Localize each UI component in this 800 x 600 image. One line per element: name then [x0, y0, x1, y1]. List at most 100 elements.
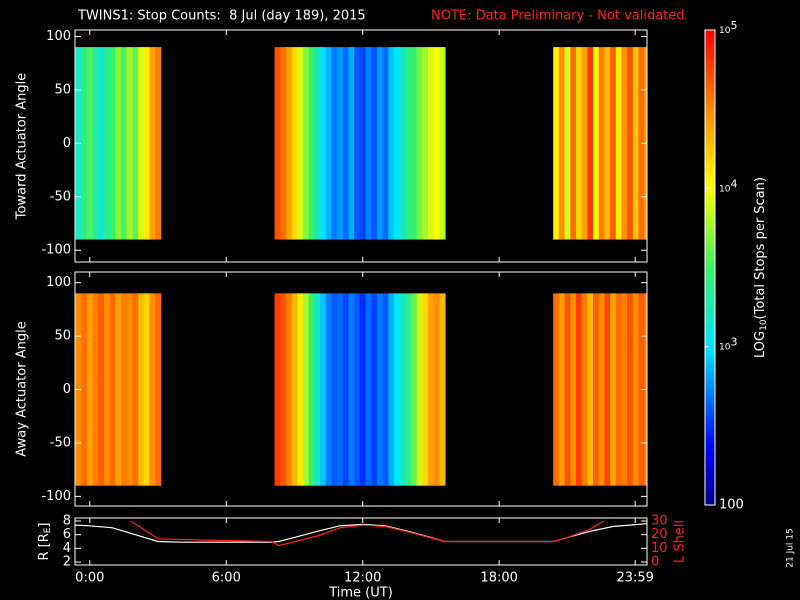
heatmap-cell [126, 47, 133, 240]
x-axis-title: Time (UT) [328, 586, 393, 600]
y-tick-label: 6 [63, 527, 71, 542]
heatmap-cell [297, 47, 304, 240]
heatmap-cell [632, 293, 639, 486]
colorbar-tick-base: 10 [719, 26, 731, 36]
panel-frame [74, 517, 648, 566]
y-tick-label: 4 [63, 541, 71, 556]
heatmap-cell [280, 47, 287, 240]
heatmap-cell [371, 47, 378, 240]
x-tick-label: 0:00 [75, 571, 104, 586]
heatmap-cell [621, 293, 628, 486]
heatmap-cell [604, 293, 611, 486]
heatmap-cell [422, 47, 429, 240]
heatmap-cell [598, 293, 605, 486]
heatmap-cell [121, 47, 128, 240]
heatmap-cell [558, 293, 565, 486]
heatmap-cell [388, 293, 395, 486]
heatmap-cell [416, 293, 423, 486]
colorbar-title-part: (Total Stops per Scan) [753, 177, 768, 319]
heatmap-cell [604, 47, 611, 240]
heatmap-cell [132, 293, 139, 486]
heatmap-cell [81, 47, 88, 240]
heatmap-cell [303, 293, 310, 486]
heatmap-cell [376, 293, 384, 486]
heatmap-cell [143, 293, 150, 486]
heatmap-cell [354, 47, 361, 240]
heatmap-cell [285, 293, 293, 486]
heatmap-cell [399, 293, 406, 486]
colorbar-tick-label: 103 [719, 336, 737, 353]
heatmap-cell [422, 293, 429, 486]
heatmap-cell [382, 293, 389, 486]
heatmap-cell [371, 293, 378, 486]
colorbar-title-part: 10 [759, 319, 769, 331]
y-tick-label: -100 [41, 489, 71, 504]
colorbar-tick-base: 10 [719, 342, 731, 352]
heatmap-cell [564, 293, 571, 486]
heatmap-cell [337, 293, 344, 486]
heatmap-cell [365, 293, 372, 486]
x-tick-label: 18:00 [480, 571, 517, 586]
y-tick-label: 0 [63, 136, 71, 151]
heatmap-cell [592, 293, 600, 486]
heatmap-cell [81, 293, 88, 486]
heatmap-cell [399, 47, 406, 240]
heatmap-cell [393, 47, 401, 240]
plot-area [75, 520, 647, 547]
heatmap-cell [621, 47, 628, 240]
heatmap-cell [92, 293, 99, 486]
heatmap-cell [138, 47, 145, 240]
panel-frame [74, 29, 648, 263]
heatmap-cell [405, 47, 412, 240]
heatmap-cell [405, 293, 412, 486]
heatmap-cell [354, 293, 361, 486]
heatmap-cell [564, 47, 571, 240]
heatmap-cell [331, 47, 338, 240]
heatmap-cell [337, 47, 344, 240]
heatmap-cell [291, 47, 298, 240]
x-tick-label: 23:59 [616, 571, 653, 586]
heatmap-cell [433, 47, 440, 240]
y2-tick-label: 20 [651, 527, 668, 542]
heatmap-cell [314, 293, 321, 486]
plot-area [75, 293, 647, 486]
heatmap-cell [314, 47, 321, 240]
heatmap-cell [581, 47, 588, 240]
heatmap-cell [359, 293, 366, 486]
heatmap-cell [587, 47, 594, 240]
heatmap-cell [382, 47, 389, 240]
heatmap-cell [342, 47, 349, 240]
heatmap-cell [376, 47, 384, 240]
colorbar [704, 29, 716, 506]
heatmap-cell [320, 47, 327, 240]
heatmap-cell [98, 47, 105, 240]
heatmap-cell [132, 47, 139, 240]
heatmap-cell [291, 293, 298, 486]
heatmap-cell [348, 293, 355, 486]
y-axis-title: Away Actuator Angle [15, 321, 30, 456]
heatmap-cell [359, 47, 366, 240]
heatmap-cell [433, 293, 440, 486]
chart-title: TWINS1: Stop Counts: 8 Jul (day 189), 20… [77, 9, 366, 24]
heatmap-cell [428, 47, 435, 240]
heatmap-cell [115, 293, 122, 486]
heatmap-cell [297, 293, 304, 486]
colorbar-tick-label: 100 [719, 498, 744, 513]
heatmap-cell [393, 293, 401, 486]
heatmap-cell [592, 47, 600, 240]
y-tick-label: -50 [50, 435, 71, 450]
y-tick-label: 2 [63, 554, 71, 569]
heatmap-cell [86, 47, 94, 240]
heatmap-cell [138, 293, 145, 486]
plot-area [75, 47, 647, 240]
heatmap-cell [411, 47, 418, 240]
heatmap-cell [558, 47, 565, 240]
heatmap-cell [570, 47, 577, 240]
y-tick-label: -50 [50, 189, 71, 204]
y-axis-title-part: ] [37, 522, 52, 527]
panel-frame [74, 271, 648, 507]
y-tick-label: 8 [63, 514, 71, 529]
heatmap-cell [365, 47, 372, 240]
heatmap-cell [428, 293, 435, 486]
heatmap-cell [109, 293, 116, 486]
